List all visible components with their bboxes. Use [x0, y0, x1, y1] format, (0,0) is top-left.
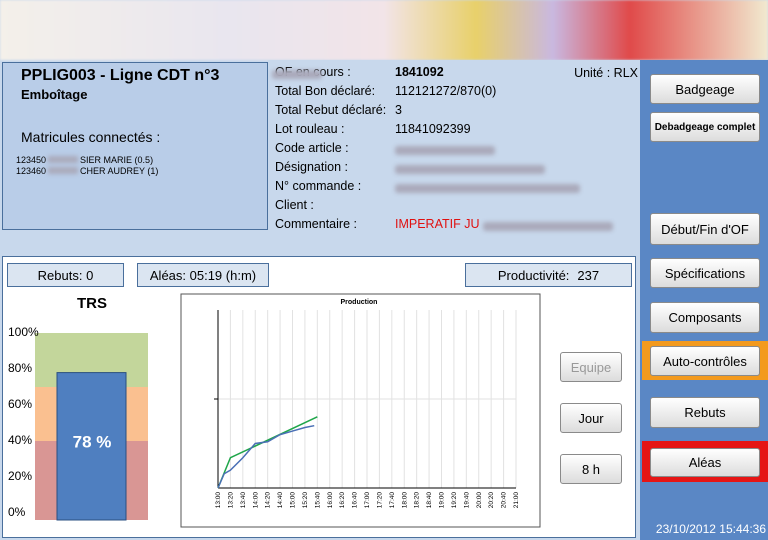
production-title: Production	[341, 299, 378, 306]
rebuts-counter: Rebuts: 0	[7, 263, 124, 287]
banner	[0, 0, 768, 60]
x-tick-label: 17:40	[389, 492, 396, 509]
operators: 123450 SIER MARIE (0.5) 123460 CHER AUDREY…	[16, 155, 158, 177]
line-subtitle: Emboîtage	[21, 87, 88, 102]
debut-fin-button[interactable]: Début/Fin d'OF	[650, 213, 760, 245]
trs-tick-label: 20%	[8, 469, 32, 483]
x-tick-label: 15:00	[290, 492, 297, 509]
aleas-counter: Aléas: 05:19 (h:m)	[137, 263, 269, 287]
productivity-counter: Productivité: 237	[465, 263, 632, 287]
charts: TRS Production 100% 80% 60% 40% 20% 0% 78 % 13:…	[8, 293, 541, 528]
production-frame	[180, 293, 541, 528]
info-label: Code article :	[275, 141, 349, 155]
info-label: N° commande :	[275, 179, 362, 193]
production-line	[217, 424, 315, 489]
info-label: Désignation :	[275, 160, 348, 174]
operator-id: 123460	[16, 166, 47, 176]
debadgeage-button[interactable]: Debadgeage complet	[650, 112, 760, 142]
specifications-button[interactable]: Spécifications	[650, 258, 760, 288]
blurred-text	[395, 184, 580, 193]
info-label: Total Rebut déclaré:	[275, 103, 387, 117]
x-tick-label: 18:20	[414, 492, 421, 509]
x-tick-label: 20:20	[488, 492, 495, 509]
productivity-label: Productivité:	[497, 267, 570, 283]
x-tick-label: 14:20	[265, 492, 272, 509]
matricules-label: Matricules connectés :	[21, 129, 161, 145]
trs-value-label: 78 %	[73, 432, 112, 451]
x-tick-label: 14:00	[252, 492, 259, 509]
info-value: 1841092	[395, 65, 444, 79]
auto-controles-button[interactable]: Auto-contrôles	[650, 346, 760, 376]
trs-tick-label: 100%	[8, 325, 39, 339]
x-tick-label: 13:20	[227, 492, 234, 509]
info-value: 112121272/870(0)	[395, 84, 497, 98]
trs-title: TRS	[77, 295, 107, 312]
jour-button[interactable]: Jour	[560, 403, 622, 433]
productivity-value: 237	[577, 267, 600, 283]
info-label: Lot rouleau :	[275, 122, 345, 136]
operator-name: SIER MARIE (0.5)	[80, 155, 154, 165]
info-value: 3	[395, 103, 402, 117]
x-tick-label: 14:40	[277, 492, 284, 509]
badgeage-button[interactable]: Badgeage	[650, 74, 760, 104]
x-tick-label: 20:40	[501, 492, 508, 509]
operator: 123450 SIER MARIE (0.5)	[16, 155, 158, 166]
info-value: IMPERATIF JU	[395, 217, 480, 231]
blurred-text	[483, 222, 613, 231]
trs-tick-label: 60%	[8, 397, 32, 411]
operator-name: CHER AUDREY (1)	[80, 166, 159, 176]
x-tick-label: 18:40	[426, 492, 433, 509]
x-tick-label: 15:40	[314, 492, 321, 509]
trs-bar	[56, 372, 127, 521]
x-tick-label: 19:40	[463, 492, 470, 509]
8h-button[interactable]: 8 h	[560, 454, 622, 484]
x-tick-label: 16:00	[327, 492, 334, 509]
blurred-text	[395, 165, 545, 174]
sidebar: Badgeage Debadgeage complet Début/Fin d'…	[640, 60, 768, 540]
x-tick-label: 15:20	[302, 492, 309, 509]
x-tick-label: 13:40	[240, 492, 247, 509]
x-tick-label: 18:00	[401, 492, 408, 509]
blurred-text	[395, 146, 495, 155]
trs-tick-label: 40%	[8, 433, 32, 447]
trs-tick-label: 80%	[8, 361, 32, 375]
x-tick-label: 16:20	[339, 492, 346, 509]
x-tick-label: 16:40	[352, 492, 359, 509]
unit: Unité : RLX	[574, 66, 638, 80]
info-label: Client :	[275, 198, 314, 212]
x-tick-label: 19:20	[451, 492, 458, 509]
composants-button[interactable]: Composants	[650, 302, 760, 333]
x-tick-label: 20:00	[476, 492, 483, 509]
x-tick-label: 17:00	[364, 492, 371, 509]
equipe-button[interactable]: Equipe	[560, 352, 622, 382]
operator: 123460 CHER AUDREY (1)	[16, 166, 158, 177]
rebuts-button[interactable]: Rebuts	[650, 397, 760, 428]
trs-tick-label: 0%	[8, 505, 26, 519]
blurred-text	[272, 70, 322, 79]
info-label: Commentaire :	[275, 217, 357, 231]
x-tick-label: 19:00	[439, 492, 446, 509]
aleas-button[interactable]: Aléas	[650, 448, 760, 477]
datetime: 23/10/2012 15:44:36	[655, 522, 766, 536]
line-panel: PPLIG003 - Ligne CDT n°3 Emboîtage Matri…	[2, 62, 268, 230]
info-value: 11841092399	[395, 122, 471, 136]
line-title: PPLIG003 - Ligne CDT n°3	[21, 67, 220, 84]
info-label: Total Bon déclaré:	[275, 84, 376, 98]
x-tick-label: 21:00	[513, 492, 520, 509]
x-tick-label: 17:20	[376, 492, 383, 509]
x-tick-label: 13:00	[215, 492, 222, 509]
operator-id: 123450	[16, 155, 47, 165]
